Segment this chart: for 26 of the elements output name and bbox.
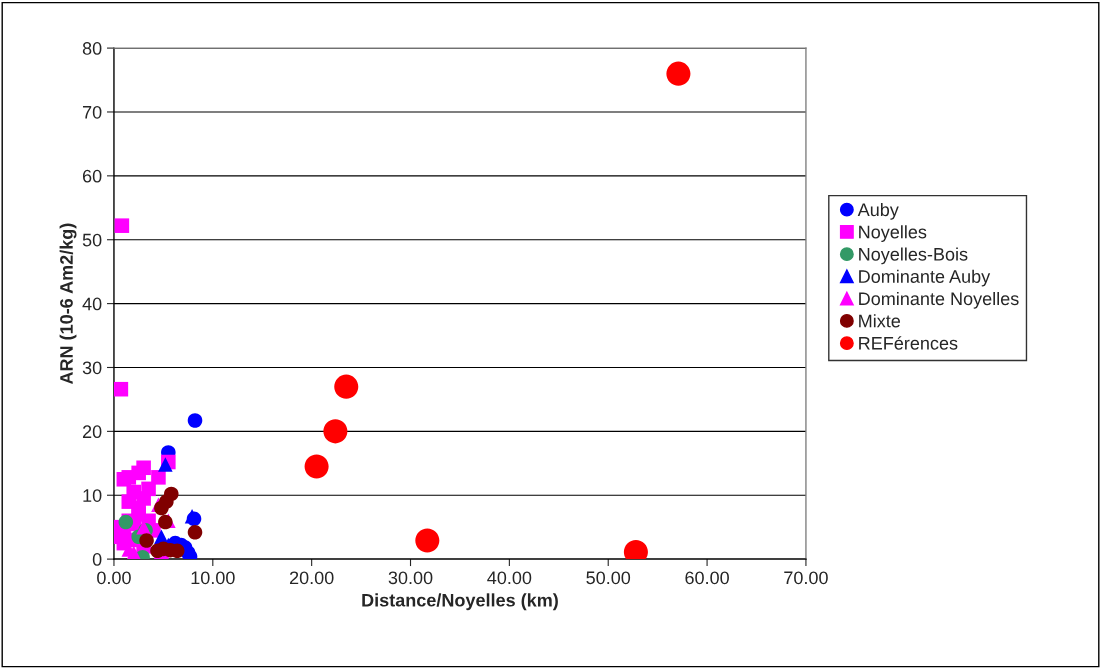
- y-axis-title: ARN (10-6 Am2/kg): [59, 223, 77, 385]
- x-tick-label: 60.00: [685, 571, 729, 585]
- legend-label: Dominante Auby: [859, 269, 991, 287]
- y-tick-label: 20: [82, 425, 102, 439]
- legend-label: Noyelles-Bois: [859, 247, 968, 265]
- x-tick-label: 30.00: [388, 571, 433, 585]
- x-tick-label: 40.00: [487, 571, 532, 585]
- y-tick-label: 0: [92, 553, 102, 566]
- x-tick-label: 50.00: [586, 571, 631, 585]
- x-tick-label: 70.00: [784, 571, 828, 585]
- x-tick-label: 0.00: [97, 571, 131, 585]
- y-tick-label: 30: [82, 361, 102, 375]
- legend-label: Dominante Noyelles: [859, 291, 1019, 309]
- legend-label: Auby: [857, 202, 899, 220]
- x-tick-label: 20.00: [289, 571, 334, 585]
- y-tick-label: 60: [82, 169, 102, 183]
- x-tick-label: 10.00: [191, 571, 235, 585]
- legend-label: Noyelles: [859, 225, 927, 242]
- legend-label: REFérences: [859, 336, 958, 350]
- y-tick-label: 40: [82, 297, 102, 311]
- x-axis-title: Distance/Noyelles (km): [362, 593, 558, 611]
- y-tick-label: 70: [82, 105, 102, 119]
- y-tick-label: 10: [83, 489, 102, 502]
- y-tick-label: 50: [82, 233, 102, 247]
- legend-label: Mixte: [859, 314, 901, 328]
- y-tick-label: 80: [82, 42, 102, 55]
